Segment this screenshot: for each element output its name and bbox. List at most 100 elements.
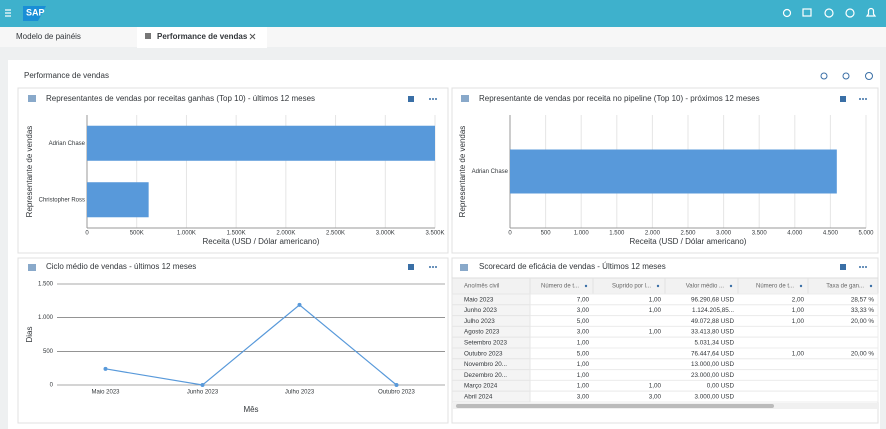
table-cell: 49.072,88 USD bbox=[691, 318, 735, 325]
table-cell: 20,00 % bbox=[851, 350, 875, 357]
table-cell: Junho 2023 bbox=[464, 307, 497, 314]
x-tick-label: 4.500 bbox=[823, 231, 839, 237]
x-tick-label: 500K bbox=[130, 231, 144, 237]
table-cell: 7,00 bbox=[577, 296, 590, 303]
tile-title: Scorecard de eficácia de vendas - Último… bbox=[479, 262, 666, 271]
bar bbox=[87, 125, 435, 161]
tab[interactable]: Performance de vendas bbox=[157, 32, 248, 41]
table-cell: 3.000,00 USD bbox=[694, 393, 734, 400]
table-cell: 23.000,00 USD bbox=[691, 372, 735, 379]
sort-dot bbox=[869, 284, 873, 288]
table-cell: 33.413,80 USD bbox=[691, 329, 735, 336]
table-cell: Maio 2023 bbox=[464, 296, 494, 303]
y-axis-label: Representante de vendas bbox=[458, 126, 467, 218]
y-tick-label: Christopher Ross bbox=[39, 197, 85, 203]
x-axis-label: Receita (USD / Dólar americano) bbox=[630, 237, 747, 246]
x-tick-label: 2.000K bbox=[276, 231, 295, 237]
table-cell: 28,57 % bbox=[851, 296, 875, 303]
column-header: Número de t... bbox=[756, 284, 794, 290]
tile-icons[interactable] bbox=[28, 95, 867, 271]
logo[interactable]: SAP bbox=[26, 7, 45, 17]
table-cell: Agosto 2023 bbox=[464, 329, 500, 336]
table-cell: 3,00 bbox=[577, 329, 590, 336]
marker bbox=[103, 366, 108, 371]
shell-bar bbox=[0, 0, 886, 27]
tab-icon bbox=[145, 33, 151, 39]
table-cell: 1,00 bbox=[577, 372, 590, 379]
line bbox=[105, 304, 397, 386]
table-cell: Novembro 20... bbox=[464, 361, 507, 368]
x-tick-label: 2.500K bbox=[326, 231, 345, 237]
dashboard-icons[interactable] bbox=[820, 72, 873, 80]
x-axis-label: Receita (USD / Dólar americano) bbox=[203, 237, 320, 246]
table-cell: Abril 2024 bbox=[464, 393, 493, 400]
marker bbox=[297, 302, 302, 307]
scrollbar-thumb bbox=[456, 404, 774, 408]
y-tick-label: Adrian Chase bbox=[472, 169, 509, 175]
table-cell: 33,33 % bbox=[851, 307, 875, 314]
menu-icon[interactable] bbox=[5, 9, 11, 17]
x-tick-label: 2.500 bbox=[680, 231, 696, 237]
x-tick-label: 500 bbox=[541, 231, 552, 237]
table-cell: 1,00 bbox=[792, 350, 805, 357]
marker bbox=[200, 383, 205, 387]
x-tick-label: Junho 2023 bbox=[187, 390, 219, 396]
y-tick-label: 1.500 bbox=[38, 282, 54, 288]
x-tick-label: 0 bbox=[85, 231, 89, 237]
tile-title: Ciclo médio de vendas - últimos 12 meses bbox=[46, 262, 196, 271]
table-cell: 1,00 bbox=[649, 329, 662, 336]
x-tick-label: 1.000K bbox=[177, 231, 196, 237]
x-tick-label: 4.000 bbox=[787, 231, 803, 237]
tile-title: Representante de vendas por receita no p… bbox=[479, 94, 760, 103]
y-tick-label: 0 bbox=[50, 383, 54, 389]
table-cell: 3,00 bbox=[649, 393, 662, 400]
table-cell: 0,00 USD bbox=[707, 383, 735, 390]
column-header: Taxa de gan... bbox=[826, 284, 864, 290]
tab-close[interactable] bbox=[249, 33, 256, 40]
tile bbox=[17, 87, 449, 254]
sort-dot bbox=[656, 284, 660, 288]
dashboard-title: Performance de vendas bbox=[24, 71, 109, 80]
table-cell: 1,00 bbox=[649, 307, 662, 314]
table-cell: Dezembro 20... bbox=[464, 372, 507, 379]
y-tick-label: 500 bbox=[43, 349, 54, 355]
table-cell: 20,00 % bbox=[851, 318, 875, 325]
tile-title: Representantes de vendas por receitas ga… bbox=[46, 94, 315, 103]
x-tick-label: 3.500 bbox=[752, 231, 768, 237]
x-tick-label: 2.000 bbox=[645, 231, 661, 237]
table-cell: 5.031,34 USD bbox=[694, 339, 734, 346]
table-cell: 76.447,64 USD bbox=[691, 350, 735, 357]
table-cell: 2,00 bbox=[792, 296, 805, 303]
sort-dot bbox=[584, 284, 588, 288]
shell-icons[interactable] bbox=[782, 7, 877, 18]
marker bbox=[394, 383, 399, 387]
table-cell: 1,00 bbox=[649, 296, 662, 303]
sort-dot bbox=[729, 284, 733, 288]
table-cell: Setembro 2023 bbox=[464, 339, 508, 346]
table-cell: 3,00 bbox=[577, 393, 590, 400]
x-axis-label: Mês bbox=[243, 405, 258, 414]
table-cell: 13.000,00 USD bbox=[691, 361, 735, 368]
x-tick-label: 3.000 bbox=[716, 231, 732, 237]
x-tick-label: Outubro 2023 bbox=[378, 390, 415, 396]
x-tick-label: 3.500K bbox=[425, 231, 444, 237]
table-cell: 1.124.205,85... bbox=[692, 307, 734, 314]
table-cell: 5,00 bbox=[577, 350, 590, 357]
x-tick-label: 1.500 bbox=[609, 231, 625, 237]
tab[interactable]: Modelo de painéis bbox=[16, 32, 81, 41]
x-tick-label: 1.500K bbox=[227, 231, 246, 237]
x-tick-label: 0 bbox=[508, 231, 512, 237]
column-header: Ano/mês civil bbox=[464, 284, 499, 290]
tab-bar bbox=[0, 27, 886, 47]
table-cell: Outubro 2023 bbox=[464, 350, 503, 357]
active-tab[interactable] bbox=[137, 27, 267, 48]
table-cell: Março 2024 bbox=[464, 383, 498, 390]
table-cell: 1,00 bbox=[649, 383, 662, 390]
tile bbox=[17, 257, 449, 424]
table-cell: 96.290,68 USD bbox=[691, 296, 735, 303]
table-cell: 1,00 bbox=[577, 383, 590, 390]
table-cell: 3,00 bbox=[577, 307, 590, 314]
y-tick-label: 1.000 bbox=[38, 315, 54, 321]
bar bbox=[87, 182, 149, 218]
